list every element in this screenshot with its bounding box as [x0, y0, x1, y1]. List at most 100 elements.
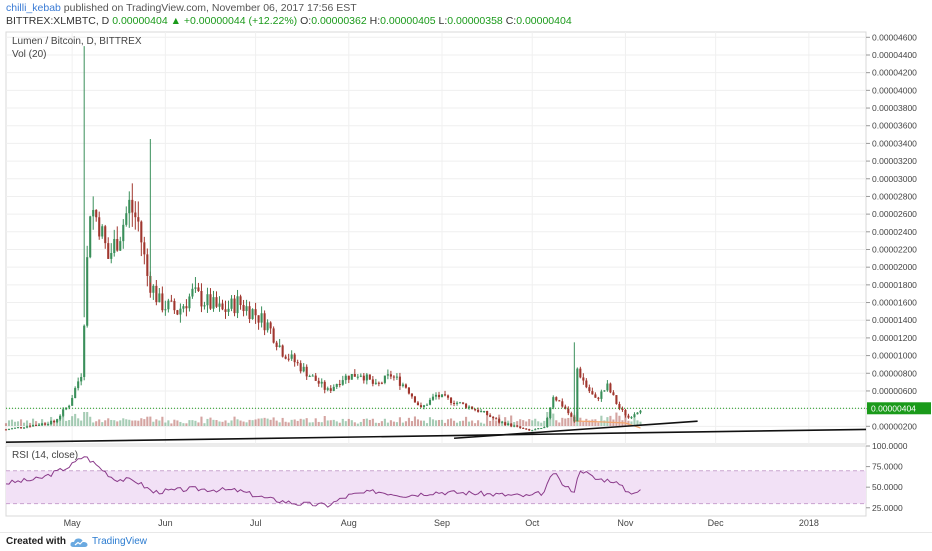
volume-bar	[449, 418, 453, 426]
candle-body	[597, 397, 600, 399]
price-tick-label: 0.00004200	[872, 68, 917, 78]
chart-area[interactable]: 0.000002000.000004000.000006000.00000800…	[0, 30, 932, 532]
candle-body	[633, 414, 636, 418]
volume-bar	[452, 420, 456, 426]
candle-body	[152, 285, 155, 293]
candle-body	[534, 429, 537, 431]
volume-bar	[263, 417, 266, 426]
volume-bar	[425, 423, 429, 426]
volume-bar	[368, 419, 371, 426]
volume-bar	[377, 422, 380, 426]
volume-bar	[492, 419, 495, 426]
volume-bar	[305, 418, 308, 426]
author-link[interactable]: chilli_kebab	[6, 2, 61, 14]
candle-body	[591, 391, 594, 395]
volume-bar	[275, 420, 278, 426]
volume-bar	[341, 418, 344, 426]
candle-body	[218, 303, 221, 307]
price-pane[interactable]	[5, 31, 867, 445]
trendline[interactable]	[5, 428, 867, 444]
price-axis[interactable]: 0.000002000.000004000.000006000.00000800…	[866, 32, 931, 431]
volume-bar	[401, 422, 404, 426]
volume-bar	[260, 418, 263, 426]
high-label: H:	[369, 15, 381, 27]
volume-bar	[212, 419, 215, 426]
candle-body	[101, 226, 104, 237]
volume-bar	[149, 416, 152, 426]
volume-bar	[434, 420, 438, 426]
candle-body	[606, 383, 609, 391]
candle-body	[134, 212, 137, 218]
candle-body	[501, 422, 504, 424]
candle-body	[230, 298, 233, 309]
candle-body	[555, 397, 558, 401]
candle-body	[347, 375, 350, 380]
volume-bar	[302, 419, 305, 426]
candle-body	[68, 405, 71, 408]
volume-bar	[86, 412, 89, 426]
price-tick-label: 0.00003400	[872, 138, 917, 148]
candle-body	[431, 396, 435, 400]
volume-bar	[504, 417, 507, 426]
volume-bar	[272, 417, 275, 426]
rsi-axis[interactable]: 25.0000 50.0000 75.0000 100.0000	[866, 441, 908, 513]
volume-bar	[552, 413, 555, 426]
time-axis[interactable]: May Jun Jul Aug Sep Oct Nov Dec 2018	[64, 518, 819, 528]
candle-body	[224, 309, 227, 312]
volume-bar	[131, 420, 134, 426]
price-grid	[6, 32, 866, 516]
candle-body	[543, 427, 546, 429]
candle-body	[83, 325, 86, 377]
candle-body	[110, 253, 113, 259]
candle-body	[507, 423, 510, 426]
volume-bar	[236, 419, 239, 426]
trendline[interactable]	[453, 420, 698, 440]
candle-body	[206, 294, 209, 306]
volume-bar	[98, 419, 101, 426]
tradingview-brand-link[interactable]: TradingView	[92, 536, 148, 547]
candle-body	[10, 428, 14, 430]
volume-bar	[215, 420, 218, 426]
volume-bar	[537, 421, 540, 426]
candle-body	[293, 354, 296, 363]
candle-body	[239, 296, 242, 306]
candle-body	[44, 423, 47, 425]
trendlines[interactable]	[5, 420, 867, 444]
volume-bar	[122, 418, 125, 426]
candle-body	[395, 376, 398, 378]
tradingview-cloud-icon[interactable]	[70, 537, 88, 548]
candle-body	[287, 358, 290, 360]
candle-body	[462, 402, 465, 404]
volume-bar	[68, 420, 71, 426]
volume-legend: Vol (20)	[12, 49, 46, 60]
candle-body	[582, 377, 585, 381]
volume-bar	[296, 420, 299, 426]
candle-body	[92, 209, 95, 217]
candle-body	[266, 322, 269, 331]
low-label: L:	[438, 15, 448, 27]
candle-body	[209, 294, 212, 309]
volume-bar	[338, 422, 341, 426]
volume-bar	[209, 417, 212, 426]
volume-bar	[443, 422, 447, 426]
last-price-label: 0.00000404	[871, 403, 916, 413]
volume-bar	[474, 423, 477, 426]
volume-bar	[179, 421, 182, 426]
volume-bar	[570, 416, 573, 426]
volume-bar	[422, 420, 426, 426]
candle-body	[480, 411, 483, 413]
publish-line: chilli_kebab published on TradingView.co…	[6, 2, 357, 14]
volume-bar	[486, 416, 489, 426]
price-tick-label: 0.00000200	[872, 421, 917, 431]
candle-body	[227, 308, 230, 312]
volume-bar	[371, 418, 374, 426]
volume-bar	[251, 420, 254, 426]
candle-body	[425, 404, 429, 406]
candle-body	[41, 423, 44, 425]
close-value: 0.00000404	[516, 15, 572, 27]
volume-bar	[618, 415, 621, 426]
candle-body	[170, 300, 173, 302]
volume-bar	[16, 421, 20, 426]
candle-body	[359, 375, 362, 377]
volume-bar	[41, 419, 44, 426]
